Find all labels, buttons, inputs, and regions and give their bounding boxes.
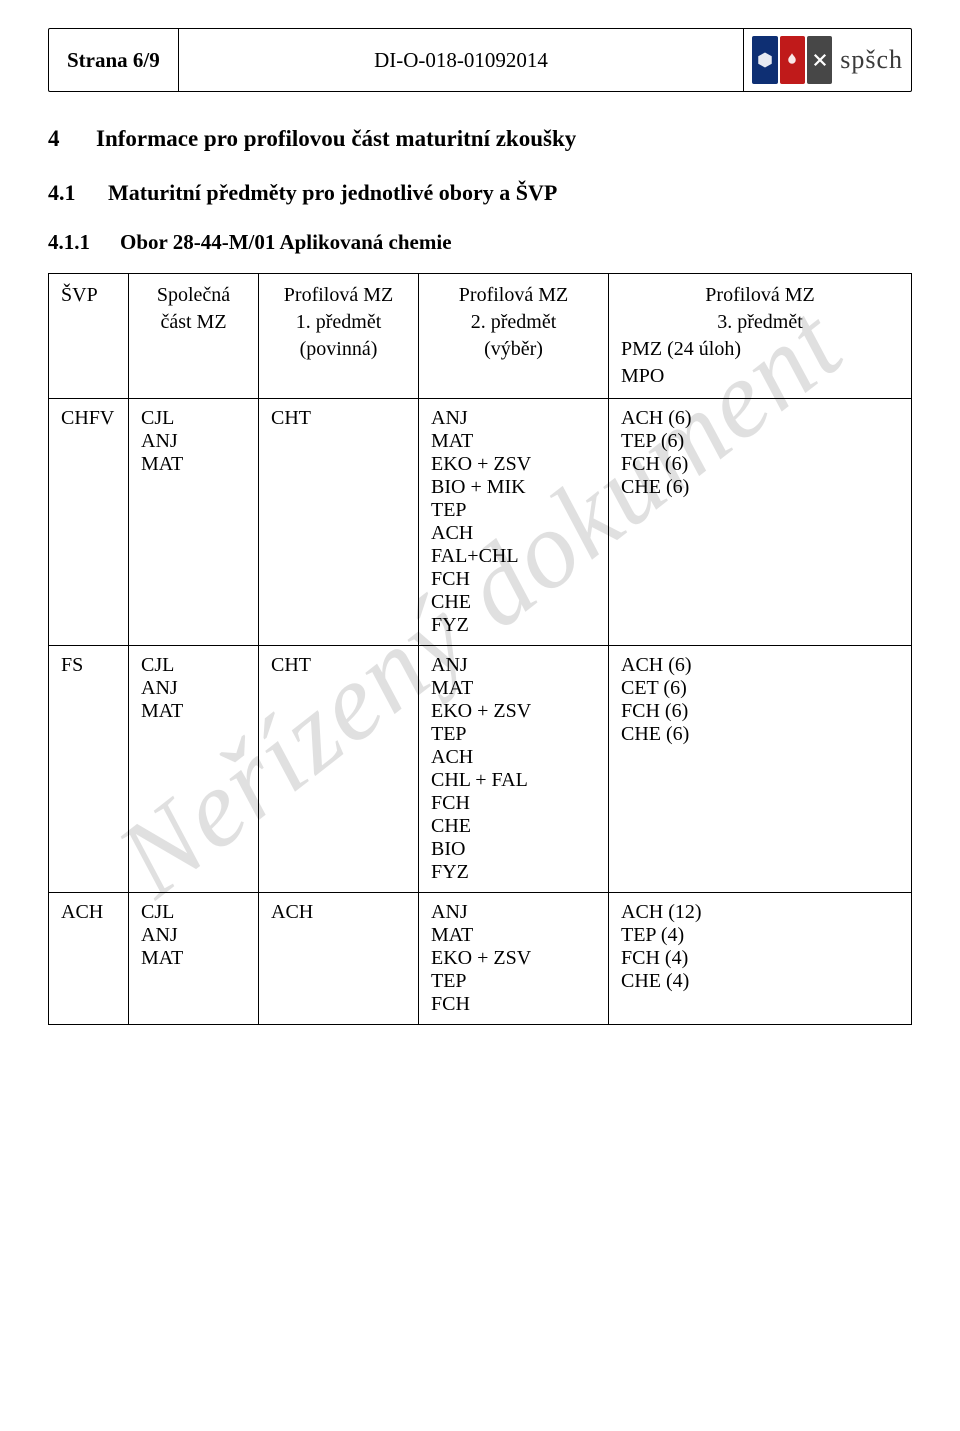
- col-p3-l2: 3. předmět: [717, 311, 803, 333]
- cell-p1: CHT: [259, 646, 419, 893]
- col-p2-l2: 2. předmět: [471, 311, 557, 333]
- subsection-heading: 4.1 Maturitní předměty pro jednotlivé ob…: [48, 180, 912, 206]
- section-title: Informace pro profilovou část maturitní …: [96, 126, 912, 152]
- cell-p3: ACH (12)TEP (4)FCH (4)CHE (4): [609, 893, 912, 1025]
- brand-text: spšch: [840, 45, 903, 75]
- col-p3-l3: PMZ (24 úloh): [621, 338, 741, 360]
- table-header-row: ŠVP Společná část MZ Profilová MZ 1. pře…: [49, 274, 912, 399]
- section-number: 4: [48, 126, 68, 152]
- col-p3-l1: Profilová MZ: [705, 284, 814, 306]
- page-number-label: Strana 6/9: [49, 29, 179, 91]
- col-common-l2: část MZ: [160, 311, 226, 333]
- cell-common: CJLANJMAT: [129, 893, 259, 1025]
- col-p2-l3: (výběr): [484, 338, 543, 360]
- table-row: CHFVCJLANJMATCHTANJMATEKO + ZSVBIO + MIK…: [49, 399, 912, 646]
- col-p3-l4: MPO: [621, 365, 664, 387]
- logo-icon: [752, 36, 832, 84]
- col-common-l1: Společná: [157, 284, 230, 306]
- brand-block: spšch: [743, 29, 911, 91]
- col-svp: ŠVP: [61, 282, 116, 309]
- cell-svp: ACH: [49, 893, 129, 1025]
- cell-p1: ACH: [259, 893, 419, 1025]
- col-p2-l1: Profilová MZ: [459, 284, 568, 306]
- subsubsection-heading: 4.1.1 Obor 28-44-M/01 Aplikovaná chemie: [48, 230, 912, 255]
- col-p1-l2: 1. předmět: [296, 311, 382, 333]
- col-p1-l3: (povinná): [300, 338, 378, 360]
- cell-svp: CHFV: [49, 399, 129, 646]
- cell-p3: ACH (6)CET (6)FCH (6)CHE (6): [609, 646, 912, 893]
- cell-common: CJLANJMAT: [129, 399, 259, 646]
- page-header: Strana 6/9 DI-O-018-01092014 spšch: [48, 28, 912, 92]
- subsubsection-title: Obor 28-44-M/01 Aplikovaná chemie: [120, 230, 452, 255]
- doc-code: DI-O-018-01092014: [179, 29, 743, 91]
- cell-svp: FS: [49, 646, 129, 893]
- cell-common: CJLANJMAT: [129, 646, 259, 893]
- col-p1-l1: Profilová MZ: [284, 284, 393, 306]
- cell-p2: ANJMATEKO + ZSVTEPACHCHL + FALFCHCHEBIOF…: [419, 646, 609, 893]
- table-row: FSCJLANJMATCHTANJMATEKO + ZSVTEPACHCHL +…: [49, 646, 912, 893]
- subsubsection-number: 4.1.1: [48, 230, 102, 255]
- subsection-number: 4.1: [48, 180, 88, 206]
- subsection-title: Maturitní předměty pro jednotlivé obory …: [108, 180, 557, 206]
- cell-p2: ANJMATEKO + ZSVTEPFCH: [419, 893, 609, 1025]
- section-heading: 4 Informace pro profilovou část maturitn…: [48, 126, 912, 152]
- subjects-table: ŠVP Společná část MZ Profilová MZ 1. pře…: [48, 273, 912, 1025]
- cell-p1: CHT: [259, 399, 419, 646]
- cell-p2: ANJMATEKO + ZSVBIO + MIKTEPACHFAL+CHLFCH…: [419, 399, 609, 646]
- cell-p3: ACH (6)TEP (6)FCH (6)CHE (6): [609, 399, 912, 646]
- table-row: ACHCJLANJMATACHANJMATEKO + ZSVTEPFCHACH …: [49, 893, 912, 1025]
